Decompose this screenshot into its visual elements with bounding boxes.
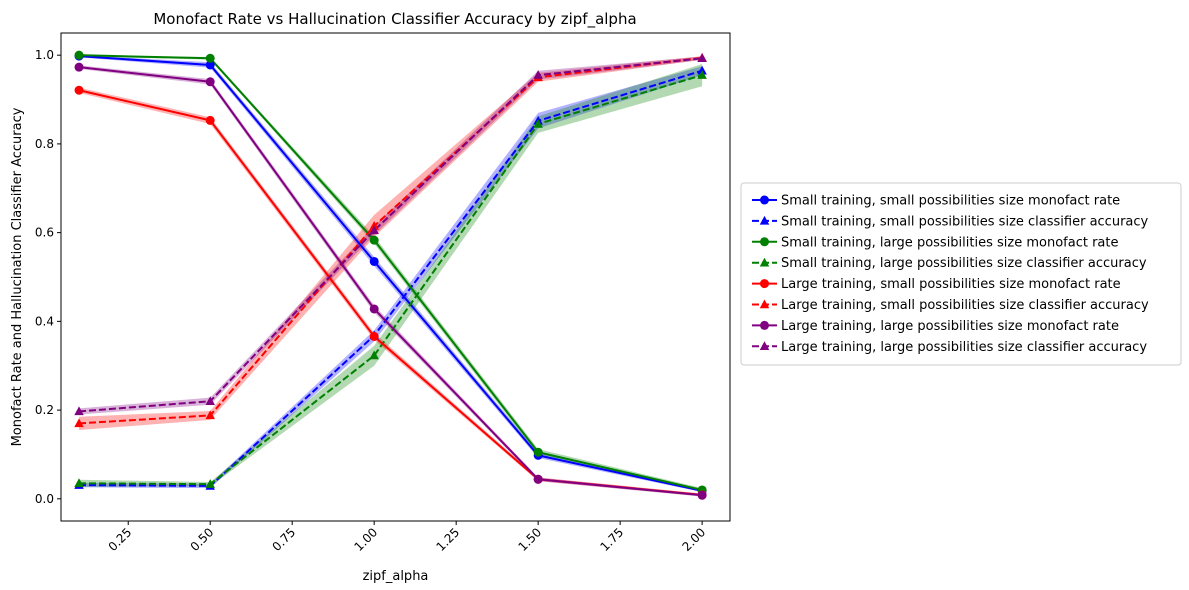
chart-title: Monofact Rate vs Hallucination Classifie…: [153, 10, 636, 29]
series-line-4: [79, 74, 703, 486]
legend-label: Large training, small possibilities size…: [781, 277, 1121, 292]
x-tick-label: 2.00: [679, 525, 708, 554]
data-point-series-4: [697, 70, 707, 79]
data-point-series-4: [74, 478, 84, 488]
series-line-3: [79, 54, 703, 491]
data-point-series-8: [74, 406, 84, 416]
y-tick-label: 0.6: [35, 226, 54, 240]
data-point-series-4: [369, 350, 379, 360]
data-point-series-1: [205, 60, 215, 70]
data-point-series-4: [205, 479, 215, 488]
data-point-series-7: [369, 304, 379, 314]
legend-swatch-marker: [759, 215, 770, 225]
legend-label: Small training, large possibilities size…: [781, 256, 1147, 271]
legend-label: Large training, large possibilities size…: [781, 340, 1147, 355]
confidence-band-5: [79, 87, 703, 497]
data-point-series-5: [369, 331, 379, 341]
series-line-5: [78, 89, 703, 496]
legend: Small training, small possibilities size…: [740, 182, 1182, 366]
data-point-series-5: [205, 115, 215, 125]
y-axis-ticks: 0.0 0.2 0.4 0.6 0.8 1.0: [35, 48, 61, 506]
y-axis-label: Monofact Rate and Hallucination Classifi…: [10, 107, 25, 446]
legend-label: Large training, small possibilities size…: [781, 298, 1149, 313]
x-tick-label: 1.00: [352, 525, 381, 554]
data-point-series-3: [74, 50, 84, 60]
y-tick-label: 0.2: [35, 403, 54, 417]
data-point-series-7: [533, 474, 543, 484]
legend-swatch-marker: [760, 320, 769, 330]
legend-label: Large training, large possibilities size…: [781, 319, 1119, 334]
data-point-series-7: [697, 490, 707, 500]
legend-swatch-marker: [759, 341, 770, 351]
legend-swatch-marker: [760, 195, 769, 205]
x-tick-label: 0.25: [106, 525, 135, 554]
data-point-series-3: [205, 53, 215, 63]
y-tick-label: 0.8: [35, 137, 54, 151]
x-tick-label: 1.75: [597, 525, 626, 554]
legend-swatch-marker: [759, 299, 770, 309]
legend-swatch-marker: [760, 279, 769, 289]
x-tick-label: 0.75: [270, 525, 299, 554]
data-point-series-8: [533, 70, 543, 79]
data-point-series-3: [369, 235, 379, 245]
data-point-series-6: [74, 418, 84, 428]
x-tick-label: 1.50: [515, 525, 544, 554]
data-point-series-2: [697, 65, 707, 75]
series-markers: [74, 50, 707, 500]
data-point-series-8: [369, 225, 379, 235]
series-lines: [78, 54, 703, 497]
legend-label: Small training, large possibilities size…: [781, 235, 1118, 250]
y-tick-label: 0.0: [35, 492, 54, 506]
data-point-series-7: [205, 77, 215, 87]
legend-label: Small training, small possibilities size…: [781, 194, 1120, 209]
x-axis-label: zipf_alpha: [363, 569, 429, 584]
data-point-series-6: [205, 410, 215, 420]
y-tick-label: 1.0: [35, 48, 54, 62]
legend-swatch-marker: [759, 257, 770, 267]
data-point-series-1: [369, 256, 379, 266]
x-tick-label: 1.25: [433, 525, 462, 554]
data-point-series-5: [74, 85, 84, 95]
x-tick-label: 0.50: [188, 525, 217, 554]
confidence-band-3: [79, 55, 703, 492]
y-tick-label: 0.4: [35, 314, 54, 328]
series-line-1: [78, 55, 703, 492]
legend-frame: [740, 182, 1182, 366]
legend-label: Small training, small possibilities size…: [781, 214, 1149, 229]
data-point-series-6: [369, 220, 379, 230]
confidence-bands: [79, 55, 703, 497]
data-point-series-4: [533, 118, 543, 128]
plot-area-frame: [60, 32, 731, 522]
data-point-series-3: [533, 447, 543, 457]
data-point-series-7: [74, 62, 84, 72]
data-point-series-8: [697, 53, 707, 63]
confidence-band-1: [79, 55, 703, 493]
confidence-band-4: [79, 64, 703, 487]
data-point-series-8: [205, 396, 215, 405]
x-axis-ticks: 0.25 0.50 0.75 1.00 1.25 1.50 1.75 2.00: [106, 521, 708, 554]
legend-swatch-marker: [760, 237, 769, 247]
